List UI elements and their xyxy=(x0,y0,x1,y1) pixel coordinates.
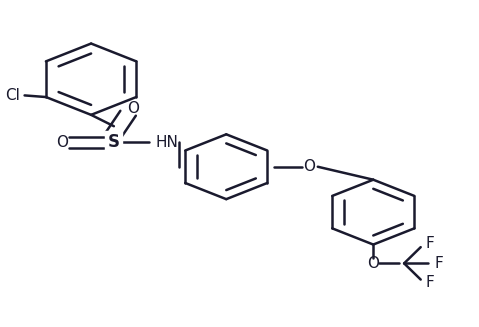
Text: O: O xyxy=(127,101,139,116)
Text: Cl: Cl xyxy=(5,88,20,103)
Text: HN: HN xyxy=(155,135,178,150)
Text: F: F xyxy=(425,275,434,290)
Text: O: O xyxy=(56,135,68,150)
Text: O: O xyxy=(303,159,315,174)
Text: O: O xyxy=(367,256,379,271)
Text: F: F xyxy=(435,256,444,271)
Text: F: F xyxy=(425,236,434,251)
Text: S: S xyxy=(108,133,120,151)
